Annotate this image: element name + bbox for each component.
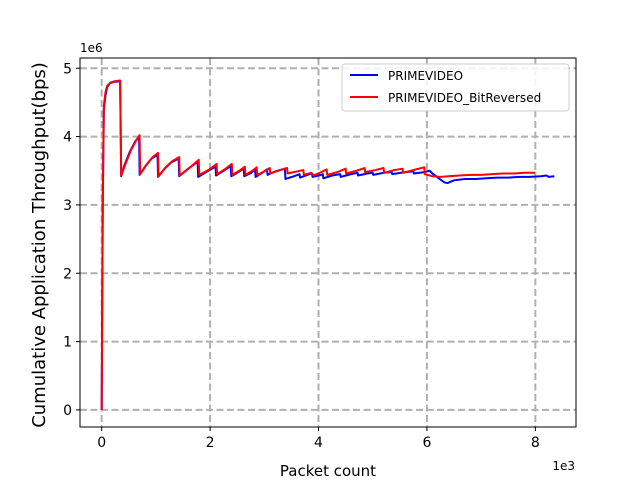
legend-label-primevideo-bitreversed: PRIMEVIDEO_BitReversed <box>388 91 541 105</box>
legend-box <box>341 63 570 112</box>
y-tick-label: 3 <box>63 198 72 214</box>
legend: PRIMEVIDEO PRIMEVIDEO_BitReversed <box>341 63 570 112</box>
x-tick-label: 2 <box>206 435 215 451</box>
x-tick-label: 6 <box>422 435 431 451</box>
y-axis-label: Cumulative Application Throughput(bps) <box>29 62 50 428</box>
y-tick-label: 4 <box>63 130 72 146</box>
series-line-primevideo-bitreversed <box>100 79 536 410</box>
x-tick-label: 4 <box>314 435 323 451</box>
series-lines <box>100 79 555 410</box>
x-multiplier-label: 1e3 <box>552 459 575 473</box>
y-tick-label: 1 <box>63 335 72 351</box>
legend-label-primevideo: PRIMEVIDEO <box>388 69 463 83</box>
y-multiplier-label: 1e6 <box>80 41 103 55</box>
x-tick-label: 0 <box>97 435 106 451</box>
x-tick-label: 8 <box>531 435 540 451</box>
y-tick-label: 0 <box>63 403 72 419</box>
y-tick-label: 5 <box>63 61 72 77</box>
y-tick-label: 2 <box>63 266 72 282</box>
axis-ticks: 0 2 4 6 8 0 1 2 3 4 5 <box>63 61 540 451</box>
x-axis-label: Packet count <box>280 462 376 480</box>
plot-frame <box>79 57 577 428</box>
